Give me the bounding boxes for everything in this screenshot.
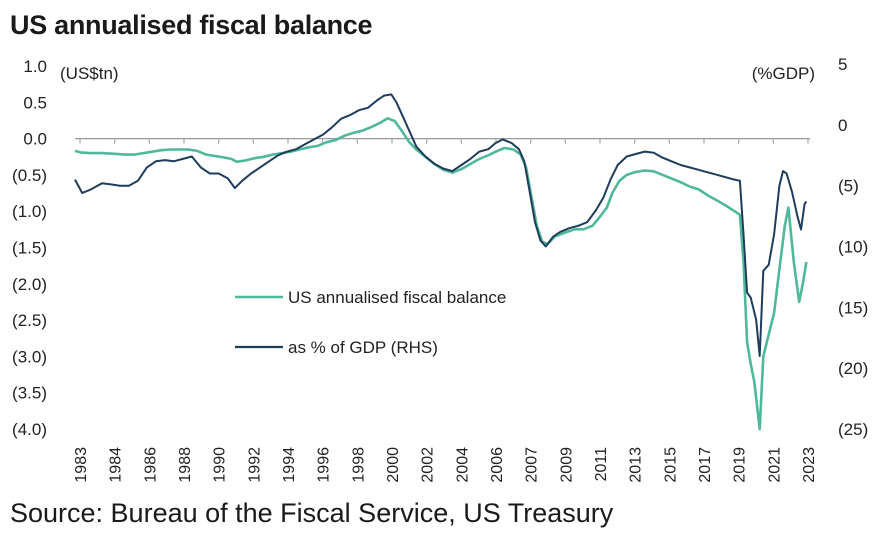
legend: US annualised fiscal balance as % of GDP… [235,288,506,357]
x-tick-label: 2021 [766,447,783,483]
left-tick-label: 0.5 [23,93,47,112]
right-tick-label: (10) [838,238,868,257]
x-tick-label: 1988 [177,447,194,483]
left-axis-ticks: 1.0 0.5 0.0 (0.5) (1.0) (1.5) (2.0) (2.5) (3.0) (… [12,57,47,439]
left-tick-label: (2.5) [12,311,47,330]
right-tick-label: (15) [838,298,868,317]
x-tick-label: 1986 [142,447,159,483]
left-tick-label: (1.0) [12,202,47,221]
left-tick-label: (0.5) [12,166,47,185]
legend-label-pct-gdp: as % of GDP (RHS) [288,338,438,357]
left-tick-label: (3.0) [12,347,47,366]
left-tick-label: (1.5) [12,239,47,258]
x-tick-label: 2000 [385,447,402,483]
x-tick-label: 2004 [454,447,471,483]
right-tick-label: 5 [838,55,847,74]
x-tick-label: 2013 [628,447,645,483]
x-tick-label: 1983 [73,447,90,483]
source-note: Source: Bureau of the Fiscal Service, US… [10,498,614,528]
x-tick-label: 1998 [350,447,367,483]
series-line-pct-gdp [74,93,808,357]
series-line-fiscal-balance [74,117,808,431]
x-axis-ticks: 1983 1984 1986 1988 1990 1992 1994 1996 1998 2000… [73,138,818,483]
x-tick-label: 2015 [662,447,679,483]
legend-label-fiscal-balance: US annualised fiscal balance [288,288,506,307]
x-tick-label: 2019 [732,447,749,483]
left-axis-unit: (US$tn) [60,64,119,83]
right-tick-label: (5) [838,177,859,196]
right-axis-ticks: 5 0 (5) (10) (15) (20) (25) [838,55,868,439]
x-tick-label: 1994 [281,447,298,483]
series-lines [74,93,808,431]
x-tick-label: 2009 [558,447,575,483]
left-tick-label: (2.0) [12,275,47,294]
x-tick-label: 1984 [108,447,125,483]
right-tick-label: 0 [838,116,847,135]
x-tick-label: 2011 [593,447,610,482]
right-tick-label: (20) [838,359,868,378]
x-tick-label: 1992 [246,447,263,483]
left-tick-label: 1.0 [23,57,47,76]
chart-title: US annualised fiscal balance [10,10,373,40]
right-tick-label: (25) [838,420,868,439]
x-tick-label: 1996 [316,447,333,483]
left-tick-label: (3.5) [12,384,47,403]
left-tick-label: 0.0 [23,130,47,149]
x-tick-label: 2017 [697,447,714,483]
x-tick-label: 2002 [420,447,437,483]
right-axis-unit: (%GDP) [752,64,815,83]
x-tick-label: 1990 [212,447,229,483]
x-tick-label: 2007 [524,447,541,483]
x-tick-label: 2023 [801,447,818,483]
left-tick-label: (4.0) [12,420,47,439]
x-tick-label: 2006 [489,447,506,483]
